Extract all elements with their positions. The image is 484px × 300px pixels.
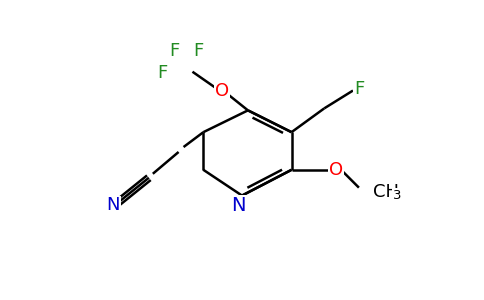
Text: 3: 3 [393,189,401,202]
Text: N: N [106,196,120,214]
Text: O: O [215,82,229,100]
Text: F: F [354,80,364,98]
Text: N: N [231,196,245,215]
Text: O: O [329,161,343,179]
Text: CH: CH [373,183,399,201]
Text: F: F [169,42,180,60]
Text: F: F [193,42,204,60]
Text: F: F [158,64,168,82]
